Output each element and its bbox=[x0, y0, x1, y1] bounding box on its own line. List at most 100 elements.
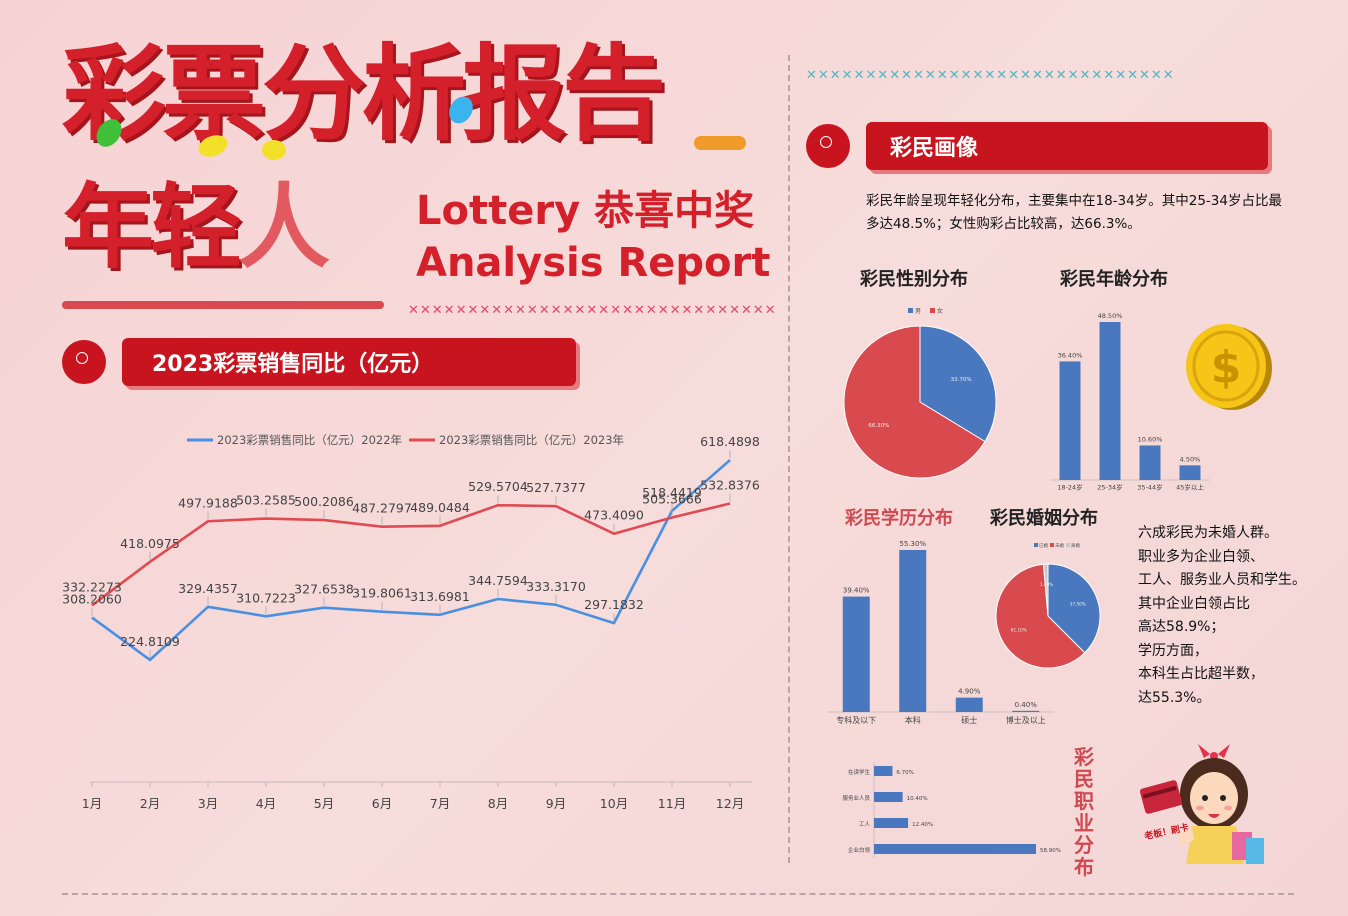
gender-chart-title: 彩民性别分布 bbox=[860, 269, 968, 290]
pie-slice bbox=[1047, 563, 1101, 654]
bar-value-label: 10.60% bbox=[1138, 435, 1163, 443]
legend-label: 2023彩票销售同比（亿元）2022年 bbox=[217, 433, 402, 447]
data-label: 297.1832 bbox=[584, 597, 644, 612]
legend-label: 2023彩票销售同比（亿元）2023年 bbox=[439, 433, 624, 447]
section-header-sales: 2023彩票销售同比（亿元） bbox=[122, 338, 576, 386]
data-label: 489.0484 bbox=[410, 500, 470, 515]
data-label: 329.4357 bbox=[178, 581, 238, 596]
side-summary-line: 高达58.9%； bbox=[1138, 619, 1225, 635]
x-tick-label: 10月 bbox=[600, 796, 628, 811]
category-label: 博士及以上 bbox=[1006, 715, 1046, 725]
vertical-divider bbox=[788, 55, 790, 863]
bar bbox=[1012, 710, 1040, 712]
x-tick-label: 11月 bbox=[658, 796, 686, 811]
subtitle-part-a: 年轻 bbox=[62, 174, 242, 281]
x-tick-label: 4月 bbox=[256, 796, 276, 811]
sales-line-chart: 2023彩票销售同比（亿元）2022年 2023彩票销售同比（亿元）2023年 1… bbox=[62, 433, 760, 811]
bar bbox=[1099, 322, 1121, 480]
bar bbox=[955, 697, 983, 712]
side-summary-line: 工人、服务业人员和学生。 bbox=[1138, 572, 1306, 588]
age-bar-chart: 36.40% 18-24岁 48.50% 25-34岁 10.60% 35-44岁 4.50… bbox=[1050, 312, 1210, 492]
pie-label: 33.70% bbox=[951, 377, 972, 383]
data-label: 529.5704 bbox=[468, 479, 528, 494]
edu-chart-title: 彩民学历分布 bbox=[845, 508, 953, 529]
data-label: 224.8109 bbox=[120, 634, 180, 649]
data-label: 332.2273 bbox=[62, 579, 122, 594]
bar bbox=[874, 844, 1036, 854]
bar-value-label: 36.40% bbox=[1058, 351, 1083, 359]
x-decoration: ✕✕✕✕✕✕✕✕✕✕✕✕✕✕✕✕✕✕✕✕✕✕✕✕✕✕✕✕✕✕✕ bbox=[408, 303, 777, 318]
x-decoration-row: ✕✕✕✕✕✕✕✕✕✕✕✕✕✕✕✕✕✕✕✕✕✕✕✕✕✕✕✕✕✕✕ bbox=[806, 68, 1175, 83]
english-title-line2: Analysis Report bbox=[416, 240, 771, 286]
x-tick-label: 9月 bbox=[546, 796, 566, 811]
category-label: 专科及以下 bbox=[836, 715, 876, 725]
legend-swatch bbox=[930, 308, 935, 313]
category-label: 35-44岁 bbox=[1137, 483, 1162, 492]
pie-label: 37.50% bbox=[1070, 602, 1086, 607]
category-label: 企业白领 bbox=[848, 846, 871, 854]
pie-slice bbox=[995, 563, 1086, 669]
side-summary-line: 职业多为企业白领、 bbox=[1138, 548, 1264, 565]
data-label: 503.2585 bbox=[236, 493, 296, 508]
category-label: 18-24岁 bbox=[1057, 483, 1082, 492]
data-label: 313.6981 bbox=[410, 589, 470, 604]
x-tick-label: 6月 bbox=[372, 796, 392, 811]
bar-value-label: 58.90% bbox=[1040, 848, 1061, 854]
legend-swatch bbox=[1050, 543, 1054, 547]
legend-label: 未婚 bbox=[1055, 542, 1064, 549]
bar-value-label: 55.30% bbox=[899, 540, 926, 548]
pie-slice bbox=[1042, 563, 1049, 617]
marriage-chart-title: 彩民婚姻分布 bbox=[990, 508, 1098, 529]
pie-label: 66.30% bbox=[868, 423, 889, 429]
section-header-profile: 彩民画像 bbox=[866, 122, 1268, 170]
bar-value-label: 39.40% bbox=[843, 587, 870, 595]
bar bbox=[1179, 465, 1201, 480]
bar bbox=[874, 766, 893, 776]
section-title: 2023彩票销售同比（亿元） bbox=[152, 352, 434, 377]
chart-legend: 2023彩票销售同比（亿元）2022年 2023彩票销售同比（亿元）2023年 bbox=[187, 433, 624, 447]
side-summary-line: 学历方面， bbox=[1138, 642, 1208, 659]
bar-value-label: 6.70% bbox=[896, 770, 913, 776]
side-summary-line: 六成彩民为未婚人群。 bbox=[1138, 525, 1278, 541]
data-label: 473.4090 bbox=[584, 508, 644, 523]
section-title: 彩民画像 bbox=[890, 136, 979, 161]
category-label: 在读学生 bbox=[848, 768, 871, 776]
section-bullet-icon bbox=[62, 340, 106, 384]
x-tick-label: 7月 bbox=[430, 796, 450, 811]
job-chart-title: 彩民职业分布 bbox=[1074, 746, 1096, 878]
x-tick-label: 12月 bbox=[716, 796, 744, 811]
bar bbox=[1059, 361, 1081, 480]
category-label: 25-34岁 bbox=[1097, 483, 1122, 492]
data-label: 310.7223 bbox=[236, 590, 296, 605]
bar-value-label: 48.50% bbox=[1098, 312, 1123, 320]
category-label: 服务业人员 bbox=[842, 794, 870, 802]
report-subtitle: 年轻人 bbox=[62, 182, 330, 274]
title-underline bbox=[62, 301, 384, 309]
age-chart-title: 彩民年龄分布 bbox=[1060, 269, 1168, 290]
orange-bar-icon bbox=[694, 136, 746, 150]
legend-swatch bbox=[1034, 543, 1038, 547]
pie-slice bbox=[919, 325, 997, 443]
data-label: 518.4419 bbox=[642, 485, 702, 500]
data-label: 618.4898 bbox=[700, 434, 760, 449]
series-line-1 bbox=[91, 502, 731, 607]
category-label: 45岁以上 bbox=[1176, 483, 1204, 492]
horizontal-divider bbox=[62, 893, 1294, 895]
x-tick-label: 5月 bbox=[314, 796, 334, 811]
yellow-dot-icon bbox=[262, 140, 286, 160]
data-label: 333.3170 bbox=[526, 579, 586, 594]
bar bbox=[1139, 445, 1161, 480]
bar-value-label: 12.40% bbox=[912, 822, 933, 828]
legend-label: 男 bbox=[915, 308, 921, 315]
bar bbox=[899, 550, 927, 712]
legend-label: 女 bbox=[937, 307, 943, 315]
side-summary-line: 本科生占比超半数， bbox=[1138, 666, 1264, 682]
data-label: 505.3666 bbox=[642, 491, 702, 506]
data-label: 319.8061 bbox=[352, 586, 412, 601]
pie-label: 61.10% bbox=[1011, 628, 1027, 633]
x-decoration-row: ✕✕✕✕✕✕✕✕✕✕✕✕✕✕✕✕✕✕✕✕✕✕✕✕✕✕✕✕✕✕✕ bbox=[408, 303, 777, 318]
x-tick-label: 1月 bbox=[82, 796, 102, 811]
x-tick-label: 8月 bbox=[488, 796, 508, 811]
pie-slice bbox=[843, 325, 986, 479]
bar-value-label: 10.40% bbox=[907, 796, 928, 802]
